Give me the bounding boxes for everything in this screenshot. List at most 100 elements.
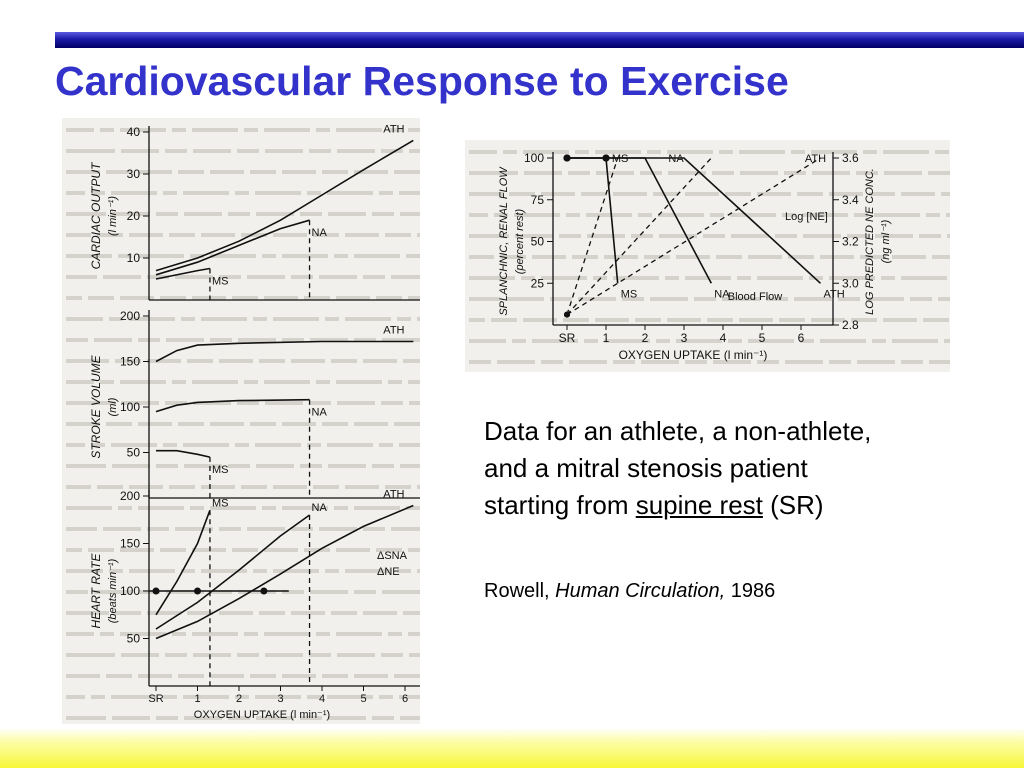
texture-stroke (228, 716, 250, 720)
texture-stroke (172, 128, 186, 132)
texture-stroke (219, 359, 253, 363)
texture-stroke (120, 128, 166, 132)
texture-stroke (748, 339, 794, 343)
texture-stroke (201, 569, 247, 573)
texture-stroke (169, 233, 195, 237)
x-tick-label: 5 (759, 331, 766, 345)
texture-stroke (354, 506, 400, 510)
texture-stroke (854, 213, 868, 217)
slide-title: Cardiovascular Response to Exercise (55, 58, 789, 104)
texture-stroke (111, 443, 157, 447)
texture-stroke (892, 255, 926, 259)
texture-stroke (379, 695, 393, 699)
texture-stroke (716, 255, 742, 259)
texture-stroke (163, 695, 177, 699)
y-axis-label: HEART RATE (89, 553, 103, 629)
texture-stroke (829, 276, 875, 280)
texture-stroke (66, 632, 94, 636)
texture-stroke (66, 653, 115, 657)
texture-stroke (469, 213, 488, 217)
texture-stroke (235, 695, 249, 699)
x-tick-label: 2 (236, 693, 242, 705)
texture-stroke (66, 485, 91, 489)
texture-stroke (417, 233, 420, 237)
texture-stroke (409, 149, 420, 153)
y-tick-label: 200 (120, 489, 140, 503)
texture-stroke (184, 212, 222, 216)
texture-stroke (394, 674, 420, 678)
texture-stroke (193, 653, 231, 657)
series-label: MS (621, 288, 638, 300)
texture-stroke (327, 191, 373, 195)
texture-stroke (156, 716, 178, 720)
series-line-na (155, 398, 310, 413)
texture-stroke (100, 128, 114, 132)
texture-stroke (811, 150, 857, 154)
texture-stroke (256, 212, 294, 216)
texture-stroke (264, 548, 298, 552)
texture-stroke (138, 422, 172, 426)
texture-stroke (262, 254, 276, 258)
texture-stroke (417, 317, 420, 321)
texture-stroke (66, 527, 97, 531)
texture-stroke (586, 213, 632, 217)
texture-stroke (265, 401, 303, 405)
texture-stroke (938, 297, 950, 301)
texture-stroke (327, 695, 373, 699)
texture-stroke (731, 234, 769, 238)
sna-marker (152, 587, 160, 595)
texture-stroke (307, 443, 321, 447)
texture-stroke (794, 297, 832, 301)
series-line-ath (155, 340, 414, 363)
texture-stroke (244, 128, 258, 132)
texture-stroke (469, 255, 494, 259)
texture-stroke (183, 191, 229, 195)
texture-stroke (563, 318, 589, 322)
texture-stroke (491, 318, 517, 322)
texture-stroke (111, 695, 157, 699)
ne-line-ath (566, 157, 821, 316)
texture-stroke (569, 360, 607, 364)
texture-stroke (178, 422, 204, 426)
texture-stroke (668, 171, 706, 175)
texture-stroke (291, 611, 325, 615)
texture-stroke (66, 191, 85, 195)
texture-stroke (739, 318, 773, 322)
legend-entry: ΔNE (377, 566, 400, 578)
texture-stroke (328, 716, 366, 720)
texture-stroke (273, 317, 319, 321)
y-axis-label: SPLANCHNIC, RENAL FLOW (498, 166, 510, 316)
y-tick-label: 25 (531, 276, 545, 290)
texture-stroke (309, 401, 331, 405)
texture-stroke (469, 276, 515, 280)
legend-entry: ΔSNA (377, 550, 408, 562)
texture-stroke (253, 569, 267, 573)
texture-stroke (336, 296, 370, 300)
texture-stroke (121, 401, 159, 405)
texture-stroke (884, 171, 922, 175)
texture-stroke (740, 171, 778, 175)
texture-stroke (494, 213, 508, 217)
texture-stroke (66, 422, 100, 426)
texture-stroke (363, 611, 397, 615)
panel-2: 50 100 150 200 STROKE VOLUME (ml) ATH NA MS (89, 309, 420, 499)
x-tick-label: 1 (603, 331, 610, 345)
texture-stroke (506, 297, 544, 301)
texture-stroke (183, 695, 229, 699)
texture-stroke (183, 443, 229, 447)
texture-stroke (397, 317, 411, 321)
x-tick-label: 4 (720, 331, 727, 345)
sna-marker (260, 587, 268, 595)
texture-stroke (713, 360, 751, 364)
texture-stroke (334, 254, 348, 258)
texture-stroke (523, 318, 557, 322)
texture-stroke (237, 401, 259, 405)
texture-stroke (676, 339, 722, 343)
texture-stroke (120, 380, 166, 384)
texture-stroke (97, 485, 123, 489)
texture-stroke (578, 297, 616, 301)
texture-stroke (923, 318, 949, 322)
annotation-blood-flow: Blood Flow (728, 291, 782, 303)
texture-stroke (345, 317, 391, 321)
